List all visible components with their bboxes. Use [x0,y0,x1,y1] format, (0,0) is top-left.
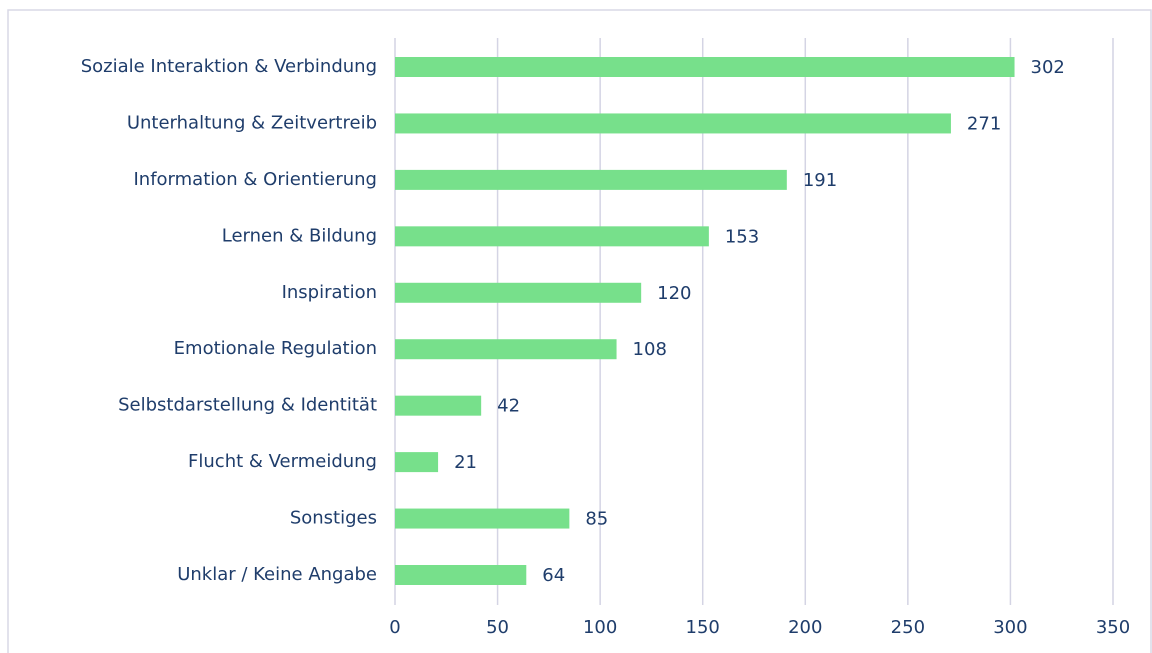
bar [395,169,787,190]
x-tick-label: 300 [993,617,1027,638]
bar [395,565,527,585]
value-label: 191 [803,170,837,191]
bar [395,57,1015,77]
value-label: 42 [497,396,520,417]
y-tick-label: Information & Orientierung [133,169,377,190]
bar [395,339,617,360]
y-tick-label: Lernen & Bildung [222,225,377,246]
bar [395,508,570,529]
y-tick-label: Inspiration [282,282,377,303]
x-tick-label: 0 [389,617,400,638]
value-label: 108 [633,339,667,360]
x-tick-label: 200 [788,617,822,638]
y-tick-label: Flucht & Vermeidung [188,451,377,472]
y-tick-label: Emotionale Regulation [174,338,377,359]
y-tick-label: Unterhaltung & Zeitvertreib [127,112,377,133]
frame [7,9,1152,653]
bar [395,113,951,134]
value-label: 153 [725,226,759,247]
value-label: 64 [542,565,565,586]
x-tick-label: 350 [1096,617,1130,638]
value-label: 120 [657,283,691,304]
x-tick-label: 250 [891,617,925,638]
y-tick-label: Sonstiges [290,508,377,529]
value-label: 21 [454,452,477,473]
bar [395,395,482,416]
bar [395,226,709,247]
y-tick-label: Selbstdarstellung & Identität [118,395,377,416]
value-label: 271 [967,113,1001,134]
x-tick-label: 100 [583,617,617,638]
bar [395,282,642,303]
x-tick-label: 150 [686,617,720,638]
y-tick-label: Unklar / Keine Angabe [177,564,377,585]
y-tick-label: Soziale Interaktion & Verbindung [81,56,377,77]
x-tick-label: 50 [486,617,509,638]
value-label: 302 [1031,57,1065,78]
value-label: 85 [585,509,608,530]
bar [395,452,439,473]
